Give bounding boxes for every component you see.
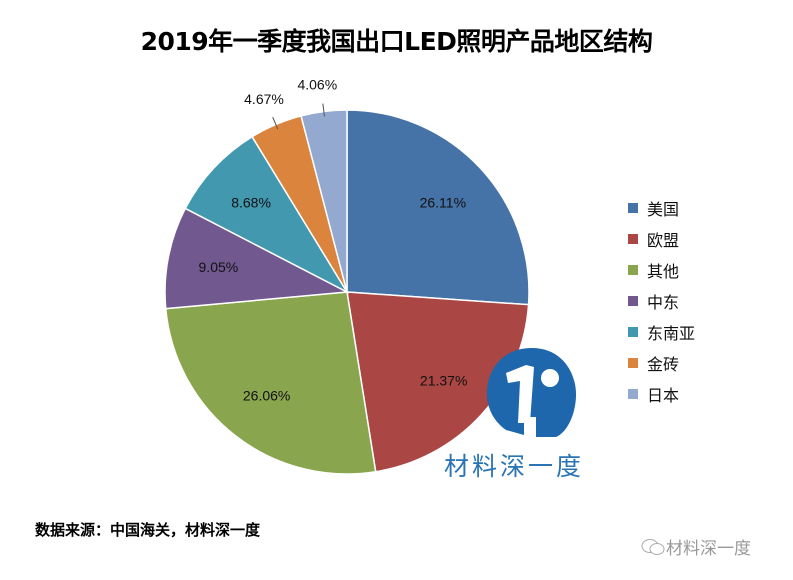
pie-slice-2 bbox=[164, 291, 377, 475]
legend-label: 美国 bbox=[647, 199, 680, 219]
wechat-name: 材料深一度 bbox=[666, 539, 751, 559]
legend-item-4: 东南亚 bbox=[628, 316, 695, 347]
chart-title: 2019年一季度我国出口LED照明产品地区结构 bbox=[140, 27, 653, 56]
wechat-icon bbox=[641, 538, 665, 555]
legend-swatch bbox=[628, 202, 638, 213]
pie-slice-1 bbox=[346, 291, 530, 473]
legend-item-1: 欧盟 bbox=[628, 223, 695, 254]
watermark-text: 材料深一度 bbox=[444, 452, 585, 481]
legend-swatch bbox=[628, 357, 638, 368]
data-label-0: 26.11% bbox=[420, 195, 466, 211]
legend-swatch bbox=[628, 233, 638, 244]
legend-item-5: 金砖 bbox=[628, 347, 695, 378]
leader-line-5 bbox=[272, 116, 279, 130]
legend-swatch bbox=[628, 388, 638, 399]
data-label-1: 21.37% bbox=[420, 372, 467, 388]
legend-swatch bbox=[628, 295, 638, 306]
legend-label: 日本 bbox=[647, 385, 680, 405]
legend-item-3: 中东 bbox=[628, 285, 695, 316]
legend-label: 东南亚 bbox=[647, 323, 696, 343]
legend-label: 金砖 bbox=[647, 354, 680, 374]
pie-slice-0 bbox=[346, 109, 530, 306]
source-note: 数据来源：中国海关，材料深一度 bbox=[35, 521, 261, 539]
data-label-5: 4.67% bbox=[244, 91, 284, 107]
legend-item-6: 日本 bbox=[628, 378, 695, 409]
legend-item-2: 其他 bbox=[628, 254, 695, 285]
legend-label: 中东 bbox=[647, 292, 680, 312]
legend-swatch bbox=[628, 326, 638, 337]
pie-slice-3 bbox=[164, 207, 350, 310]
data-label-2: 26.06% bbox=[243, 387, 290, 403]
data-label-4: 8.68% bbox=[231, 195, 271, 211]
legend-label: 欧盟 bbox=[647, 230, 680, 250]
logo-icon bbox=[486, 348, 577, 437]
data-label-3: 9.05% bbox=[199, 259, 239, 275]
data-label-6: 4.06% bbox=[297, 77, 337, 93]
legend: 美国欧盟其他中东东南亚金砖日本 bbox=[628, 192, 695, 409]
legend-swatch bbox=[628, 264, 638, 275]
legend-label: 其他 bbox=[647, 261, 680, 281]
pie-slice-4 bbox=[184, 135, 350, 294]
leader-line-6 bbox=[322, 103, 325, 117]
legend-item-0: 美国 bbox=[628, 192, 695, 223]
wechat-watermark: 材料深一度 bbox=[640, 534, 751, 559]
